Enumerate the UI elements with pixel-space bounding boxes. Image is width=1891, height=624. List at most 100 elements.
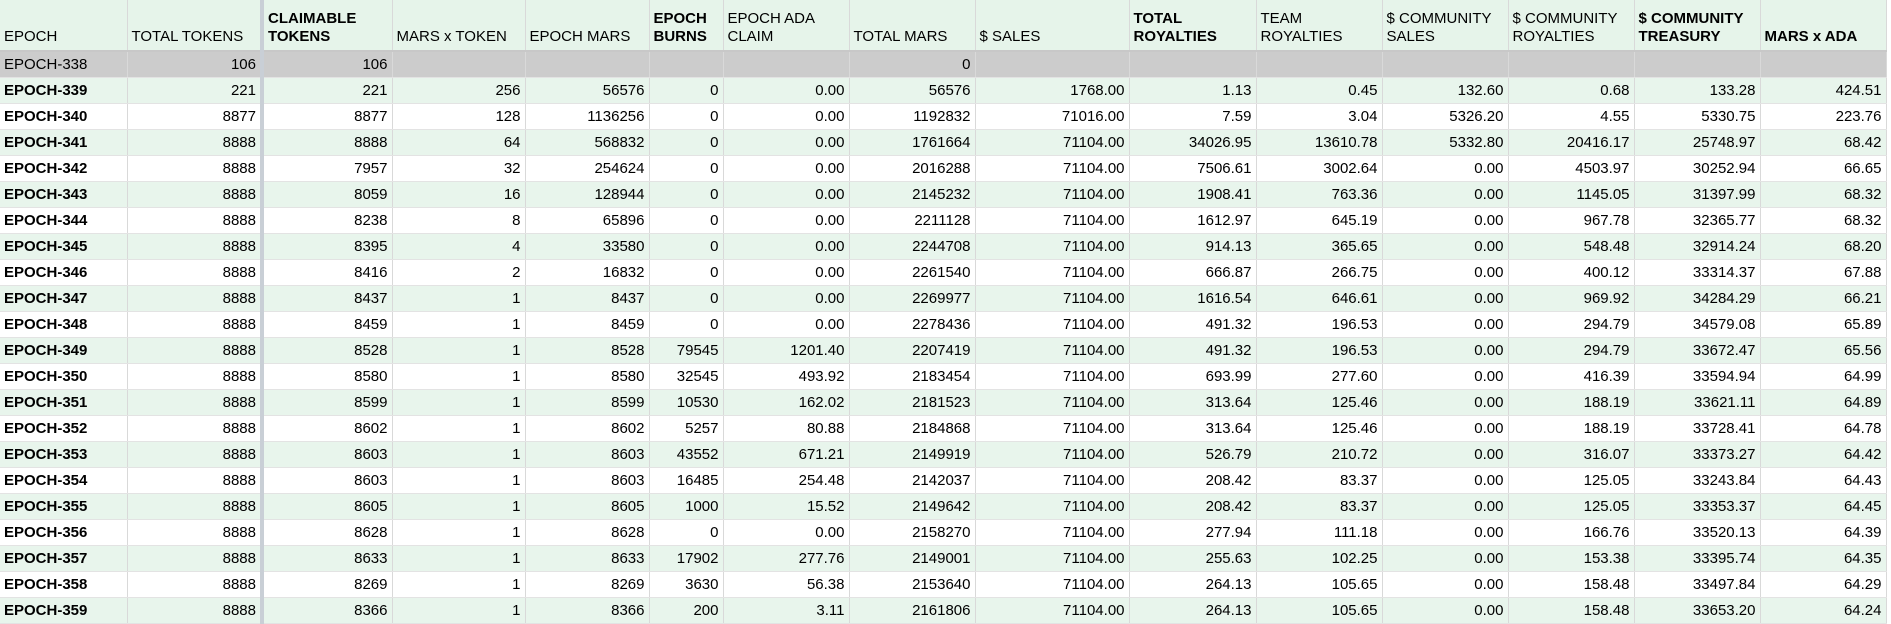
table-cell[interactable]: 71104.00	[975, 545, 1130, 572]
table-cell[interactable]: 33672.47	[1634, 337, 1761, 364]
table-cell[interactable]: 8888	[127, 233, 264, 260]
table-cell[interactable]: 0.00	[723, 181, 850, 208]
epoch-cell[interactable]: EPOCH-348	[0, 311, 128, 338]
table-cell[interactable]: 8877	[262, 103, 393, 130]
table-cell[interactable]: 153.38	[1508, 545, 1635, 572]
table-cell[interactable]: 196.53	[1256, 337, 1383, 364]
table-cell[interactable]: 5326.20	[1382, 103, 1509, 130]
table-cell[interactable]: 8888	[127, 337, 264, 364]
table-cell[interactable]: 71104.00	[975, 467, 1130, 494]
table-cell[interactable]: 0.00	[1382, 571, 1509, 598]
table-cell[interactable]: 2184868	[849, 415, 976, 442]
table-cell[interactable]: 33373.27	[1634, 441, 1761, 468]
table-cell[interactable]: 1192832	[849, 103, 976, 130]
epoch-cell[interactable]: EPOCH-341	[0, 129, 128, 156]
table-cell[interactable]: 0	[649, 311, 724, 338]
table-cell[interactable]: 548.48	[1508, 233, 1635, 260]
table-cell[interactable]: 0	[649, 259, 724, 286]
table-cell[interactable]: 71104.00	[975, 493, 1130, 520]
table-cell[interactable]: 0.00	[723, 207, 850, 234]
table-cell[interactable]: 8888	[127, 415, 264, 442]
table-cell[interactable]: 8395	[262, 233, 393, 260]
table-cell[interactable]: 128944	[525, 181, 650, 208]
table-cell[interactable]: 66.21	[1760, 285, 1887, 312]
table-cell[interactable]: 33520.13	[1634, 519, 1761, 546]
table-cell[interactable]: 1145.05	[1508, 181, 1635, 208]
table-cell[interactable]: 8437	[262, 285, 393, 312]
table-cell[interactable]: 56576	[525, 77, 650, 104]
table-cell[interactable]: 2269977	[849, 285, 976, 312]
table-cell[interactable]: 0.00	[1382, 415, 1509, 442]
table-cell[interactable]: 8633	[262, 545, 393, 572]
table-cell[interactable]: 64.45	[1760, 493, 1887, 520]
table-cell[interactable]: 10530	[649, 389, 724, 416]
table-cell[interactable]: 8459	[525, 311, 650, 338]
column-header[interactable]: EPOCH ADA CLAIM	[723, 0, 850, 52]
table-cell[interactable]: 526.79	[1129, 441, 1257, 468]
table-cell[interactable]: 1.13	[1129, 77, 1257, 104]
table-cell[interactable]: 1	[392, 545, 526, 572]
table-cell[interactable]	[649, 51, 724, 78]
table-cell[interactable]: 34284.29	[1634, 285, 1761, 312]
table-cell[interactable]: 2278436	[849, 311, 976, 338]
table-cell[interactable]: 7957	[262, 155, 393, 182]
table-cell[interactable]: 1761664	[849, 129, 976, 156]
table-cell[interactable]: 2149919	[849, 441, 976, 468]
table-cell[interactable]: 0.00	[1382, 233, 1509, 260]
column-header[interactable]: TEAM ROYALTIES	[1256, 0, 1383, 52]
table-cell[interactable]	[1634, 51, 1761, 78]
table-cell[interactable]: 0.00	[1382, 467, 1509, 494]
epoch-cell[interactable]: EPOCH-358	[0, 571, 128, 598]
table-cell[interactable]: 1	[392, 285, 526, 312]
epoch-cell[interactable]: EPOCH-349	[0, 337, 128, 364]
table-cell[interactable]: 0.00	[1382, 441, 1509, 468]
table-cell[interactable]: 0	[649, 285, 724, 312]
table-cell[interactable]: 671.21	[723, 441, 850, 468]
table-cell[interactable]: 5330.75	[1634, 103, 1761, 130]
table-cell[interactable]: 2145232	[849, 181, 976, 208]
table-cell[interactable]: 0.00	[723, 103, 850, 130]
table-cell[interactable]: 188.19	[1508, 415, 1635, 442]
table-cell[interactable]: 16485	[649, 467, 724, 494]
table-cell[interactable]: 8603	[525, 441, 650, 468]
table-cell[interactable]: 64.39	[1760, 519, 1887, 546]
table-cell[interactable]: 56.38	[723, 571, 850, 598]
table-cell[interactable]: 8888	[127, 571, 264, 598]
table-cell[interactable]: 64.43	[1760, 467, 1887, 494]
table-cell[interactable]: 0	[649, 77, 724, 104]
table-cell[interactable]: 125.46	[1256, 389, 1383, 416]
table-cell[interactable]: 277.94	[1129, 519, 1257, 546]
table-cell[interactable]: 33580	[525, 233, 650, 260]
table-cell[interactable]: 8888	[127, 155, 264, 182]
table-cell[interactable]: 264.13	[1129, 571, 1257, 598]
table-cell[interactable]: 416.39	[1508, 363, 1635, 390]
table-cell[interactable]: 1616.54	[1129, 285, 1257, 312]
table-cell[interactable]: 277.76	[723, 545, 850, 572]
table-cell[interactable]: 68.32	[1760, 207, 1887, 234]
table-cell[interactable]: 8599	[262, 389, 393, 416]
table-cell[interactable]: 313.64	[1129, 415, 1257, 442]
epoch-cell[interactable]: EPOCH-342	[0, 155, 128, 182]
table-cell[interactable]: 254624	[525, 155, 650, 182]
table-cell[interactable]: 1	[392, 519, 526, 546]
table-cell[interactable]: 71016.00	[975, 103, 1130, 130]
table-cell[interactable]: 83.37	[1256, 467, 1383, 494]
table-cell[interactable]: 313.64	[1129, 389, 1257, 416]
epoch-cell[interactable]: EPOCH-350	[0, 363, 128, 390]
table-cell[interactable]: 568832	[525, 129, 650, 156]
table-cell[interactable]: 2149642	[849, 493, 976, 520]
table-cell[interactable]: 83.37	[1256, 493, 1383, 520]
table-cell[interactable]: 32914.24	[1634, 233, 1761, 260]
table-cell[interactable]: 8459	[262, 311, 393, 338]
column-header[interactable]: CLAIMABLE TOKENS	[262, 0, 393, 52]
table-cell[interactable]: 71104.00	[975, 415, 1130, 442]
table-cell[interactable]: 2261540	[849, 259, 976, 286]
table-cell[interactable]: 210.72	[1256, 441, 1383, 468]
table-cell[interactable]: 1	[392, 337, 526, 364]
table-cell[interactable]: 0	[649, 207, 724, 234]
epoch-cell[interactable]: EPOCH-344	[0, 207, 128, 234]
table-cell[interactable]: 64.35	[1760, 545, 1887, 572]
table-cell[interactable]: 71104.00	[975, 259, 1130, 286]
table-cell[interactable]: 0.68	[1508, 77, 1635, 104]
table-cell[interactable]: 8580	[525, 363, 650, 390]
